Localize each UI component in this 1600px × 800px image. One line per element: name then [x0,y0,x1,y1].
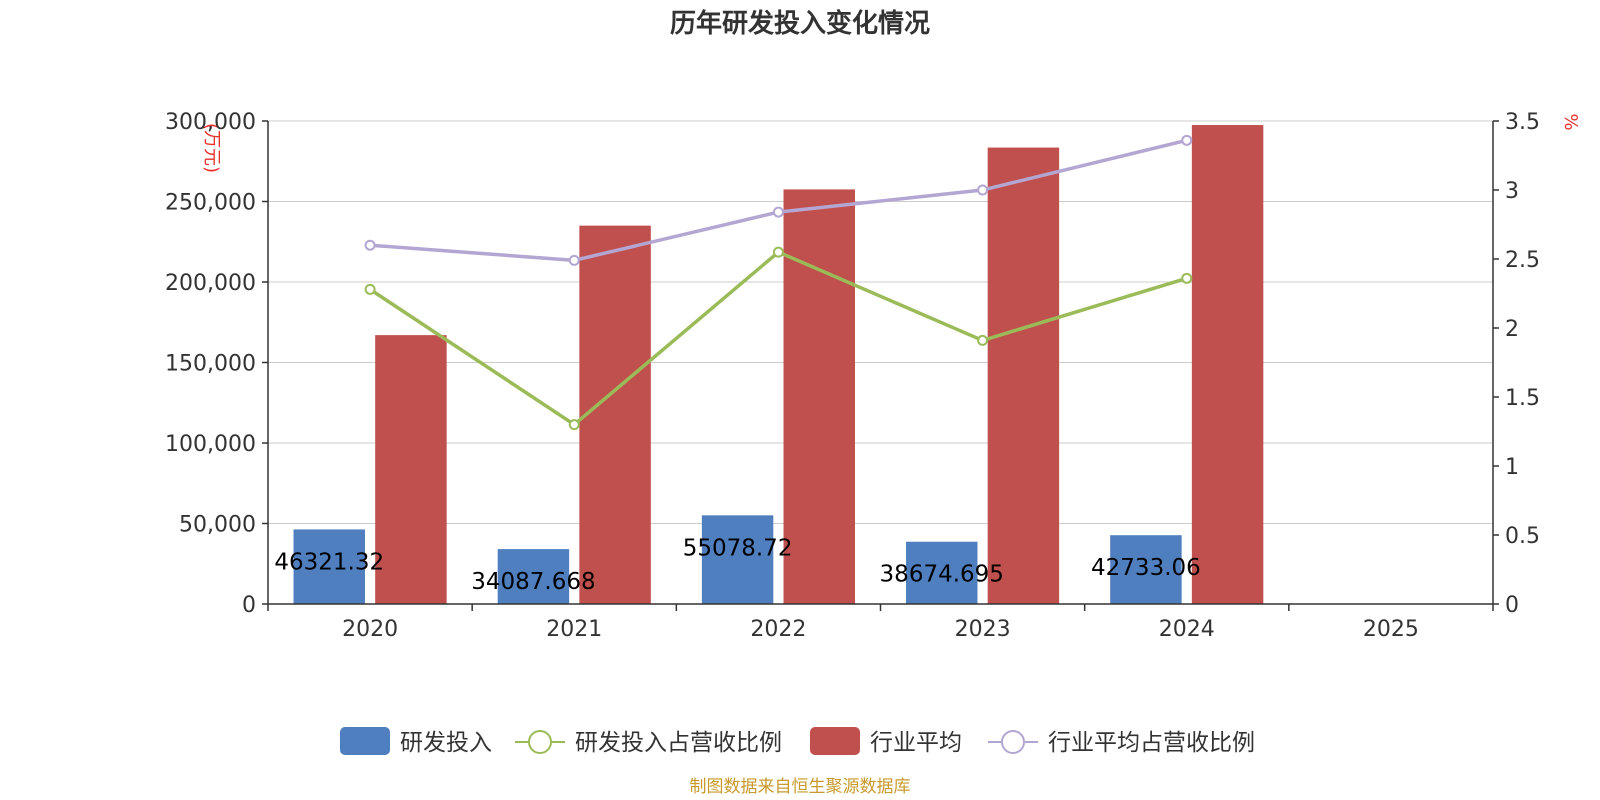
right-axis-tick-label: 0.5 [1505,524,1540,549]
bar-rd-investment [906,541,978,604]
left-axis-tick-label: 100,000 [165,432,256,457]
data-label: 55078.72 [683,535,793,561]
line-point [977,184,989,196]
line-point [568,254,580,266]
x-axis-tick-label: 2024 [1159,617,1215,642]
data-label: 38674.695 [880,562,1004,588]
left-axis-tick-label: 300,000 [165,110,256,135]
legend-label: 行业平均 [870,730,962,756]
x-axis-tick-label: 2020 [342,617,398,642]
right-axis-tick-label: 3.5 [1505,110,1540,135]
bar-rd-investment [701,515,774,604]
data-label: 42733.06 [1091,555,1201,581]
x-axis-tick-label: 2021 [546,617,602,642]
source-note: 制图数据来自恒生聚源数据库 [690,777,911,797]
legend: 研发投入 研发投入占营收比例 行业平均 行业平均占营收比例 [340,727,1255,756]
chart-title: 历年研发投入变化情况 [670,8,930,39]
bar-rd-investment [293,529,365,604]
right-axis-tick-label: 0 [1505,593,1519,618]
bar-industry-average [375,335,447,604]
right-axis-tick-label: 1.5 [1505,386,1540,411]
right-axis-tick-label: 2 [1505,317,1519,342]
data-label: 34087.668 [471,569,595,595]
line-rd-ratio [369,250,1188,427]
line-point [977,334,989,346]
bar-rd-investment [497,549,570,604]
left-axis-tick-label: 250,000 [165,191,256,216]
legend-label: 研发投入占营收比例 [575,730,782,756]
left-axis-tick-label: 0 [242,593,256,618]
bar-industry-average [783,189,855,605]
line-point [364,283,376,295]
right-axis-tick-label: 3 [1505,179,1519,204]
right-axis-tick-label: 2.5 [1505,248,1540,273]
lines [364,134,1193,431]
left-axis-tick-label: 200,000 [165,271,256,296]
line-point [568,419,580,431]
x-axis-tick-label: 2022 [750,617,806,642]
line-industry-ratio [369,138,1188,263]
left-axis-tick-label: 50,000 [179,513,256,538]
bar-industry-average [987,147,1060,604]
line-point [772,206,784,218]
legend-swatch-bar [810,727,860,755]
bar-rd-investment [1110,535,1182,604]
x-axis-tick-label: 2023 [955,617,1011,642]
right-axis-unit: % [1560,113,1581,130]
bars [293,125,1264,605]
left-axis-tick-label: 150,000 [165,352,256,377]
data-labels: 46321.32 34087.668 55078.72 38674.695 42733.… [274,535,1200,595]
legend-label: 研发投入 [400,730,492,756]
legend-swatch-marker [1001,730,1025,754]
line-point [1181,272,1193,284]
line-point [772,246,784,258]
grid-lines [268,120,1493,524]
legend-label: 行业平均占营收比例 [1048,730,1255,756]
x-axis-tick-label: 2025 [1363,617,1419,642]
axes: 0 50,000 100,000 150,000 200,000 250,000 300,0… [165,110,1540,642]
line-point [364,239,376,251]
legend-swatch-marker [528,730,552,754]
line-point [1181,134,1193,146]
bar-industry-average [1191,125,1264,605]
left-axis-unit: (万元) [201,123,222,173]
legend-swatch-bar [340,727,390,755]
right-axis-tick-label: 1 [1505,455,1519,480]
bar-industry-average [579,225,651,604]
data-label: 46321.32 [274,549,384,575]
